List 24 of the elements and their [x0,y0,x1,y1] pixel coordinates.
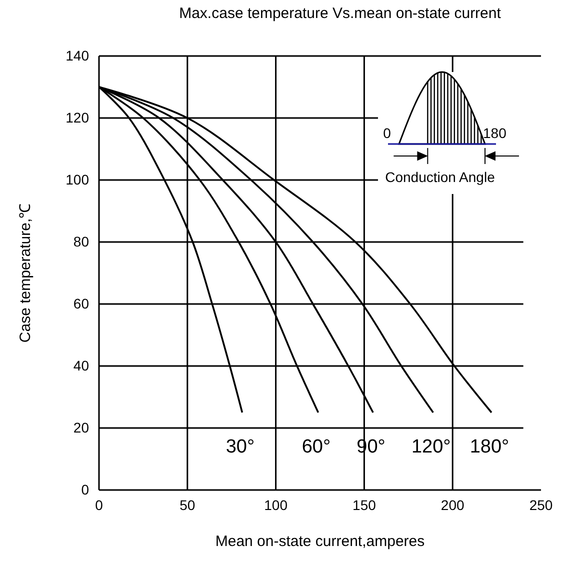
annotation: 0 [383,125,392,141]
annotation: Conduction Angle [385,169,496,185]
chart-title: Max.case temperature Vs.mean on-state current [179,5,502,22]
x-axis-title: Mean on-state current,amperes [215,533,425,550]
x-tick-label: 100 [264,496,288,513]
series-label: 120° [411,436,451,458]
x-tick-label: 50 [180,496,196,513]
y-tick-label: 0 [81,481,90,498]
x-tick-label: 0 [95,496,104,513]
y-tick-label: 80 [73,233,90,250]
series-label: 180° [470,436,510,458]
series-label: 30° [226,436,255,458]
annotation: 180 [483,125,507,141]
x-tick-label: 150 [352,496,376,513]
x-tick-label: 200 [440,496,464,513]
x-tick-label: 250 [529,496,553,513]
y-tick-label: 100 [66,171,90,188]
y-tick-label: 40 [73,357,90,374]
y-tick-label: 20 [73,419,90,436]
y-tick-label: 60 [73,295,90,312]
y-tick-label: 140 [66,47,90,64]
y-axis-title: Case temperature,℃ [17,203,34,343]
series-label: 60° [302,436,331,458]
y-tick-label: 120 [66,109,90,126]
